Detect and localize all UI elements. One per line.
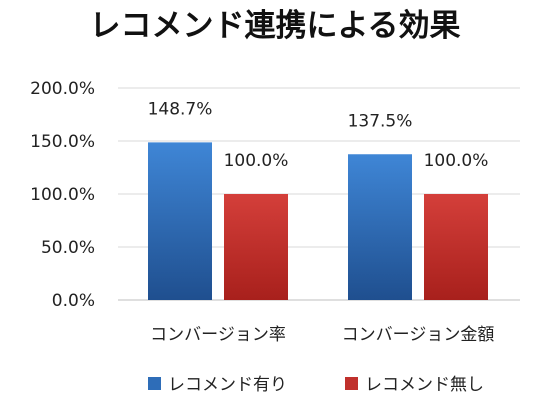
y-tick-label: 50.0% bbox=[41, 238, 95, 258]
y-tick-label: 200.0% bbox=[30, 79, 95, 99]
legend: レコメンド有り レコメンド無し bbox=[148, 375, 484, 395]
y-axis-ticks: 0.0% 50.0% 100.0% 150.0% 200.0% bbox=[30, 79, 95, 311]
legend-label: レコメンド無し bbox=[365, 375, 484, 395]
y-tick-label: 150.0% bbox=[30, 132, 95, 152]
bar-without-recommend bbox=[224, 194, 288, 300]
data-label: 100.0% bbox=[224, 151, 289, 171]
data-label: 137.5% bbox=[348, 111, 413, 131]
bar-with-recommend bbox=[348, 154, 412, 300]
bar-without-recommend bbox=[424, 194, 488, 300]
x-category-label: コンバージョン率 bbox=[150, 325, 286, 345]
x-category-label: コンバージョン金額 bbox=[342, 325, 495, 345]
x-axis-categories: コンバージョン率 コンバージョン金額 bbox=[150, 325, 494, 345]
y-tick-label: 0.0% bbox=[52, 291, 95, 311]
data-label: 100.0% bbox=[424, 151, 489, 171]
data-label: 148.7% bbox=[148, 99, 213, 119]
bars bbox=[148, 142, 488, 300]
legend-label: レコメンド有り bbox=[168, 375, 287, 395]
bar-with-recommend bbox=[148, 142, 212, 300]
data-labels: 148.7% 100.0% 137.5% 100.0% bbox=[148, 99, 489, 171]
legend-swatch bbox=[148, 377, 161, 390]
y-tick-label: 100.0% bbox=[30, 185, 95, 205]
legend-swatch bbox=[345, 377, 358, 390]
chart-title: レコメンド連携による効果 bbox=[89, 8, 460, 44]
